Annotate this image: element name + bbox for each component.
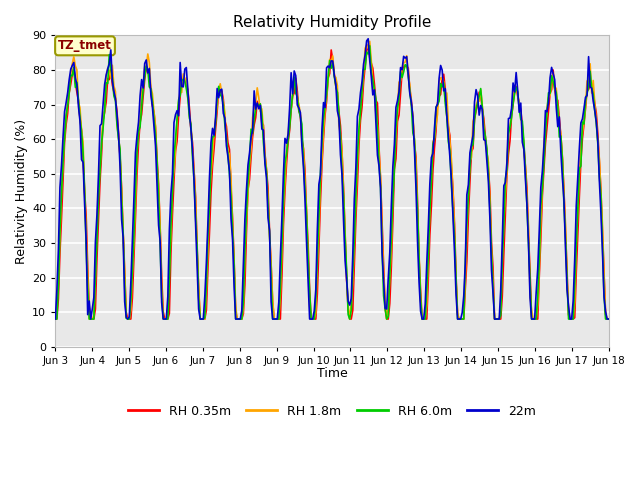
22m	[51, 316, 59, 322]
Line: RH 1.8m: RH 1.8m	[55, 41, 609, 319]
RH 6.0m	[235, 316, 243, 322]
22m	[235, 316, 243, 322]
RH 0.35m	[51, 316, 59, 322]
RH 0.35m	[244, 187, 252, 192]
RH 1.8m	[294, 96, 301, 102]
RH 1.8m	[575, 175, 583, 181]
22m	[575, 145, 583, 151]
RH 6.0m	[244, 178, 252, 184]
RH 0.35m	[119, 230, 127, 236]
RH 0.35m	[294, 88, 301, 94]
RH 1.8m	[235, 316, 243, 322]
RH 6.0m	[51, 316, 59, 322]
RH 0.35m	[575, 194, 583, 200]
22m	[244, 162, 252, 168]
X-axis label: Time: Time	[317, 367, 348, 380]
Title: Relativity Humidity Profile: Relativity Humidity Profile	[233, 15, 431, 30]
Text: TZ_tmet: TZ_tmet	[58, 39, 112, 52]
RH 1.8m	[119, 229, 127, 235]
RH 0.35m	[605, 316, 612, 322]
RH 6.0m	[575, 166, 583, 172]
RH 6.0m	[119, 229, 127, 235]
Line: RH 0.35m: RH 0.35m	[55, 45, 609, 319]
22m	[216, 87, 224, 93]
22m	[119, 235, 127, 240]
RH 1.8m	[605, 316, 612, 322]
RH 0.35m	[216, 89, 224, 95]
22m	[364, 36, 372, 42]
RH 6.0m	[366, 43, 374, 48]
Legend: RH 0.35m, RH 1.8m, RH 6.0m, 22m: RH 0.35m, RH 1.8m, RH 6.0m, 22m	[123, 400, 541, 423]
RH 6.0m	[605, 316, 612, 322]
Line: 22m: 22m	[55, 39, 609, 319]
22m	[605, 316, 612, 322]
RH 6.0m	[294, 94, 301, 100]
RH 6.0m	[216, 92, 224, 98]
RH 1.8m	[51, 316, 59, 322]
RH 0.35m	[364, 42, 372, 48]
RH 1.8m	[244, 191, 252, 196]
RH 0.35m	[235, 316, 243, 322]
RH 1.8m	[216, 81, 224, 87]
Y-axis label: Relativity Humidity (%): Relativity Humidity (%)	[15, 119, 28, 264]
Line: RH 6.0m: RH 6.0m	[55, 46, 609, 319]
22m	[294, 102, 301, 108]
RH 1.8m	[366, 38, 374, 44]
